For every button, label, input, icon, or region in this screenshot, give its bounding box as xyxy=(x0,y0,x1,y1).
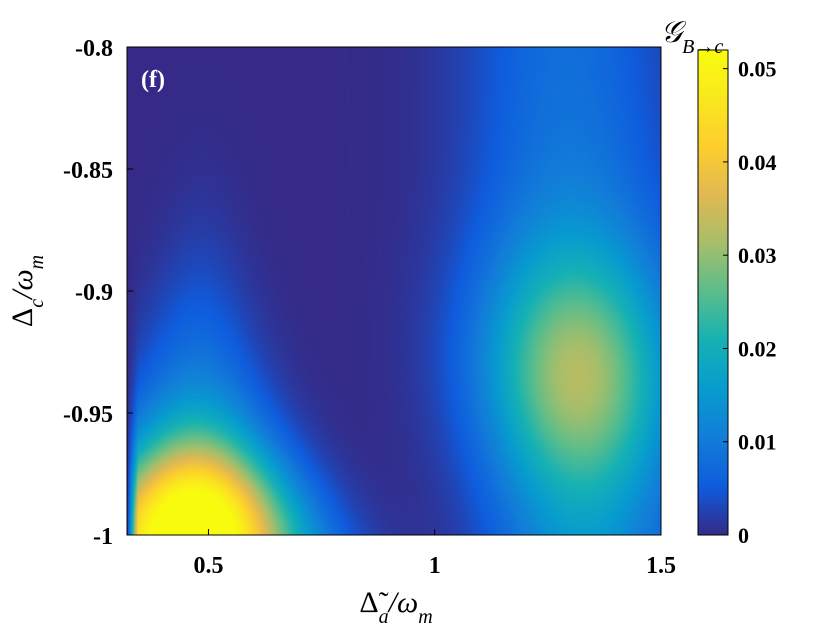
x-axis-label-sub: a xyxy=(379,606,389,628)
x-tick-label: 0.5 xyxy=(193,553,223,579)
x-axis-label-sub2: m xyxy=(418,606,432,628)
y-axis-label: Δc/ωm xyxy=(6,255,48,327)
x-axis-label: Δ̃a/ωm xyxy=(359,586,432,628)
colorbar-tick-label: 0.01 xyxy=(738,430,777,455)
colorbar-tick-label: 0.02 xyxy=(738,336,777,361)
y-axis-label-rest: /ω xyxy=(6,269,39,301)
panel-label: (f) xyxy=(141,67,165,93)
y-axis-label-base: Δ xyxy=(6,308,39,327)
y-axis: -0.8 -0.85 -0.9 -0.95 -1 xyxy=(63,36,133,550)
colorbar-title-sub: B→c xyxy=(682,36,723,58)
colorbar-ticks: 0 0.01 0.02 0.03 0.04 0.05 xyxy=(723,57,777,548)
heatmap-raster xyxy=(127,47,661,535)
x-tick-label: 1.5 xyxy=(646,553,676,579)
y-tick-label: -0.9 xyxy=(75,280,113,306)
heatmap-image xyxy=(127,47,661,535)
colorbar-tick-label: 0.03 xyxy=(738,243,777,268)
y-tick-label: -0.95 xyxy=(63,402,113,428)
colorbar-frame xyxy=(697,49,729,536)
y-axis-label-sub2: m xyxy=(26,255,48,269)
colorbar-gradient xyxy=(698,50,728,535)
y-axis-label-sub: c xyxy=(26,299,48,308)
y-tick-label: -0.85 xyxy=(63,158,113,184)
y-tick-label: -1 xyxy=(93,524,113,550)
x-axis-label-rest: /ω xyxy=(387,586,419,619)
x-tick-label: 1 xyxy=(429,553,441,579)
colorbar-title: 𝒢B→c xyxy=(661,16,724,58)
y-tick-label: -0.8 xyxy=(75,36,113,62)
colorbar-tick-label: 0.05 xyxy=(738,57,777,82)
colorbar-tick-label: 0.04 xyxy=(738,150,777,175)
colorbar xyxy=(698,50,728,535)
colorbar-tick-label: 0 xyxy=(738,523,749,548)
x-axis: 0.5 1 1.5 xyxy=(193,529,676,579)
